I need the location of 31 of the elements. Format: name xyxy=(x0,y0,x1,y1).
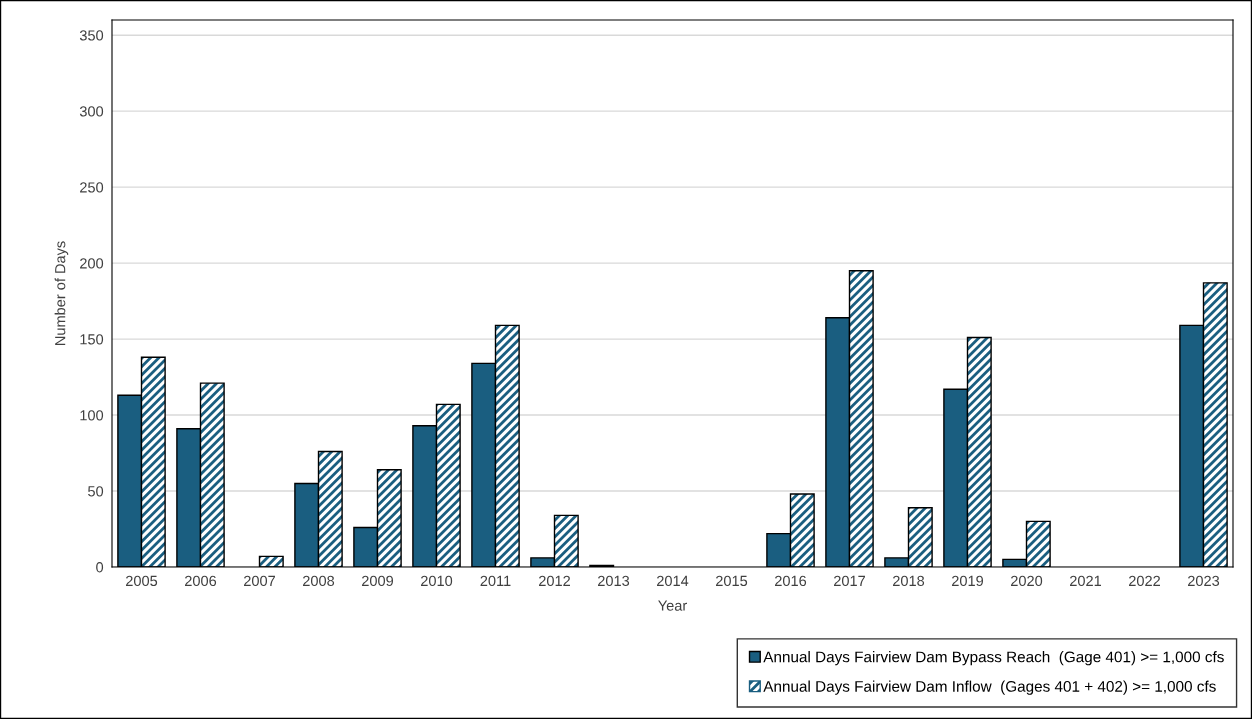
x-tick-label: 2019 xyxy=(952,575,984,587)
x-tick-label: 2014 xyxy=(657,575,689,587)
x-tick-label: 2017 xyxy=(834,575,865,587)
y-tick-label: 50 xyxy=(88,486,104,497)
x-tick-label: 2022 xyxy=(1129,575,1160,587)
y-tick-label: 100 xyxy=(80,410,104,421)
x-axis-title: Year xyxy=(658,600,687,611)
x-tick-label: 2006 xyxy=(185,575,217,587)
x-tick-label: 2009 xyxy=(362,575,394,587)
y-tick-label: 350 xyxy=(79,30,104,41)
x-tick-label: 2013 xyxy=(598,575,630,587)
y-axis-title: Number of Days xyxy=(54,241,69,345)
legend-label: Annual Days Fairview Dam Bypass Reach (Gage 401) >= 1,000 cfs xyxy=(763,651,1224,666)
x-tick-label: 2018 xyxy=(893,575,925,587)
x-tick-label: 2021 xyxy=(1070,575,1102,587)
x-tick-label: 2012 xyxy=(539,575,570,587)
x-tick-label: 2011 xyxy=(480,575,511,587)
x-tick-label: 2023 xyxy=(1188,575,1220,587)
x-tick-label: 2007 xyxy=(244,575,275,587)
y-tick-label: 200 xyxy=(80,258,104,269)
x-tick-label: 2008 xyxy=(303,575,335,587)
x-tick-label: 2005 xyxy=(126,575,158,587)
y-tick-label: 150 xyxy=(80,334,104,345)
x-tick-label: 2020 xyxy=(1011,575,1043,587)
x-tick-label: 2010 xyxy=(421,575,453,587)
x-tick-label: 2016 xyxy=(775,575,807,587)
y-tick-label: 0 xyxy=(96,562,104,573)
legend-label: Annual Days Fairview Dam Inflow (Gages 401 + 402) >= 1,000 cfs xyxy=(763,680,1216,695)
y-tick-label: 300 xyxy=(79,106,104,117)
x-tick-label: 2015 xyxy=(716,575,748,587)
y-tick-label: 250 xyxy=(80,182,104,193)
